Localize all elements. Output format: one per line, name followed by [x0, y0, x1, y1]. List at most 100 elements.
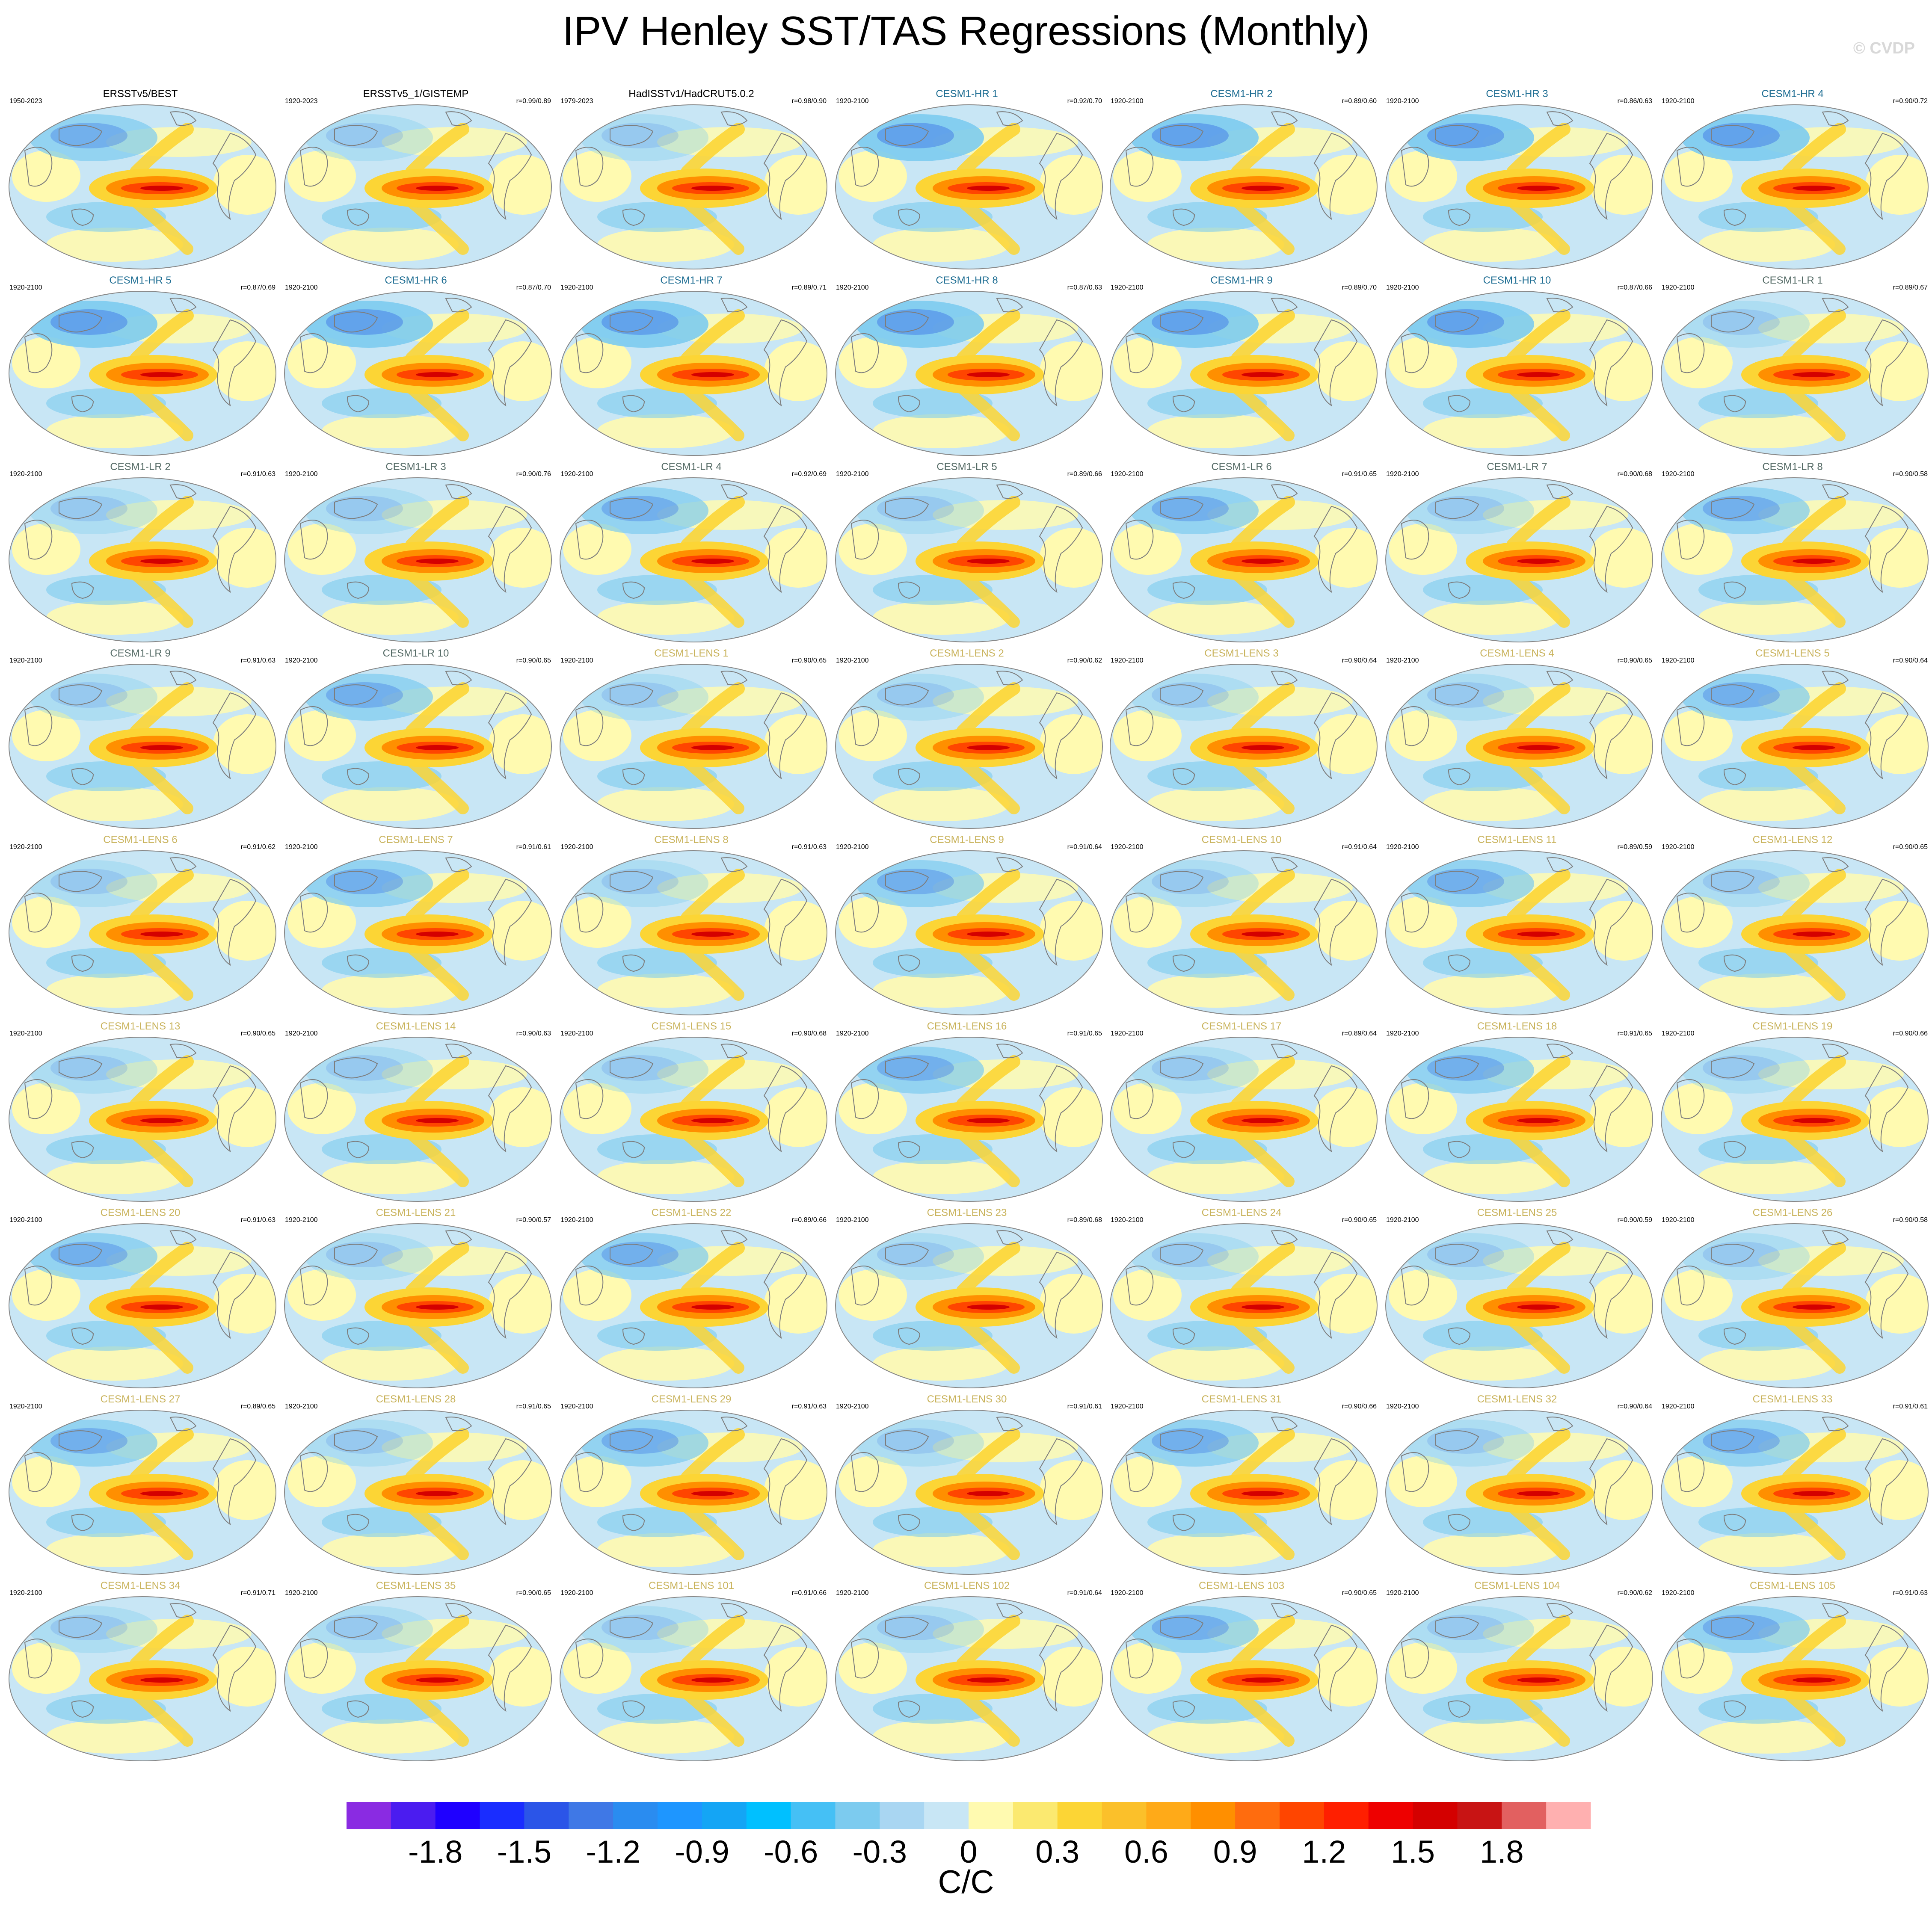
warm-anomaly [1865, 1274, 1928, 1334]
warm-anomaly [12, 1642, 80, 1694]
america-outline [212, 319, 257, 407]
asia-outline [59, 1244, 103, 1265]
america-outline [1313, 1065, 1358, 1153]
map-border [559, 477, 828, 642]
panel-pattern-correlation: r=0.91/0.62 [240, 843, 276, 851]
cold-anomaly [50, 682, 127, 708]
map-border [1109, 850, 1378, 1015]
panel-title: CESM1-LENS 5 [1755, 648, 1830, 659]
panel-title: CESM1-LENS 34 [100, 1580, 181, 1591]
cold-anomaly [50, 309, 127, 335]
regression-map [1109, 1410, 1378, 1575]
australia-outline [71, 1141, 94, 1159]
cold-anomaly [1152, 1615, 1229, 1640]
map-border [835, 291, 1103, 456]
cold-anomaly [1703, 682, 1780, 708]
warm-anomaly [839, 1083, 907, 1134]
equatorial-tongue-peak [691, 559, 734, 564]
warm-anomaly [597, 1346, 734, 1381]
cold-anomaly [50, 123, 127, 148]
greenland-outline [445, 857, 472, 872]
warm-anomaly [1664, 896, 1733, 948]
panel-pattern-correlation: r=0.90/0.66 [1893, 1030, 1928, 1037]
asia-outline [1435, 1244, 1479, 1265]
panel-pattern-correlation: r=0.90/0.62 [1067, 657, 1102, 664]
greenland-outline [1271, 1603, 1298, 1618]
map-border [559, 850, 828, 1015]
cold-anomaly [877, 1242, 954, 1267]
asia-outline [1435, 311, 1479, 333]
map-border [1660, 104, 1929, 269]
equatorial-tongue-peak [416, 186, 459, 191]
cold-anomaly [877, 496, 954, 521]
america-outline [1313, 692, 1358, 780]
warm-arm-north [405, 496, 469, 551]
cold-anomaly [1406, 1606, 1534, 1653]
regression-map [835, 1037, 1103, 1202]
map-border [559, 1223, 828, 1388]
africa-outline [299, 1079, 328, 1119]
africa-outline [1401, 1266, 1429, 1306]
cold-anomaly [1406, 1233, 1534, 1280]
america-outline [763, 692, 808, 780]
cold-anomaly [1152, 1242, 1229, 1267]
cold-anomaly [1681, 1233, 1810, 1280]
warm-anomaly [839, 710, 907, 761]
map-border [1660, 291, 1929, 456]
panel-title: CESM1-HR 4 [1761, 88, 1824, 100]
australia-outline [898, 1700, 921, 1718]
panel-title: CESM1-LENS 23 [927, 1207, 1007, 1219]
cold-anomaly [602, 1242, 679, 1267]
greenland-outline [720, 1417, 748, 1432]
asia-outline [1160, 1430, 1204, 1452]
warm-anomaly [213, 1274, 276, 1334]
panel-pattern-correlation: r=0.91/0.66 [791, 1589, 827, 1597]
map-panel: CESM1-HR 3 1920-2100 r=0.86/0.63 [1380, 88, 1654, 275]
warm-anomaly [1698, 600, 1835, 635]
warm-anomaly [1389, 337, 1457, 388]
panel-period: 1920-2100 [1662, 1030, 1695, 1037]
panel-title: CESM1-LENS 12 [1752, 834, 1833, 846]
warm-arm-north [956, 1615, 1020, 1670]
australia-outline [347, 1700, 370, 1718]
warm-arm-north [130, 123, 194, 178]
regression-map [1385, 1223, 1653, 1388]
regression-map [284, 850, 552, 1015]
warm-arm-north [956, 1428, 1020, 1484]
panel-period: 1920-2100 [285, 470, 318, 478]
australia-outline [71, 954, 94, 972]
asia-outline [334, 871, 378, 892]
warm-anomaly [1423, 1719, 1560, 1754]
cold-anomaly [1681, 301, 1810, 348]
map-border [8, 664, 277, 829]
cold-anomaly [1427, 123, 1504, 148]
panel-period: 1920-2100 [285, 843, 318, 851]
equatorial-tongue-peak [1242, 372, 1284, 377]
panel-period: 1920-2100 [1662, 1216, 1695, 1224]
warm-arm-north [1782, 496, 1846, 551]
panel-title: CESM1-LENS 24 [1201, 1207, 1282, 1219]
equatorial-tongue-peak [416, 1491, 459, 1496]
map-panel: CESM1-LENS 21 1920-2100 r=0.90/0.57 [279, 1207, 553, 1393]
greenland-outline [1822, 484, 1849, 499]
warm-anomaly [1040, 1647, 1102, 1707]
panel-title: CESM1-LENS 35 [376, 1580, 456, 1591]
asia-outline [1160, 1057, 1204, 1079]
cold-anomaly [1681, 487, 1810, 534]
warm-anomaly [764, 341, 827, 401]
panel-pattern-correlation: r=0.89/0.59 [1617, 843, 1652, 851]
asia-outline [1435, 684, 1479, 706]
africa-outline [24, 147, 53, 187]
cold-anomaly [856, 301, 984, 348]
warm-arm-north [130, 1615, 194, 1670]
warm-anomaly [489, 1087, 551, 1147]
cold-anomaly [1152, 1055, 1229, 1081]
warm-anomaly [597, 600, 734, 635]
africa-outline [24, 1266, 53, 1306]
cold-anomaly [305, 860, 433, 907]
panel-period: 1920-2100 [9, 657, 42, 664]
warm-anomaly [12, 1083, 80, 1134]
map-border [1660, 1410, 1929, 1575]
greenland-outline [720, 111, 748, 126]
panel-period: 1920-2100 [1111, 1030, 1144, 1037]
